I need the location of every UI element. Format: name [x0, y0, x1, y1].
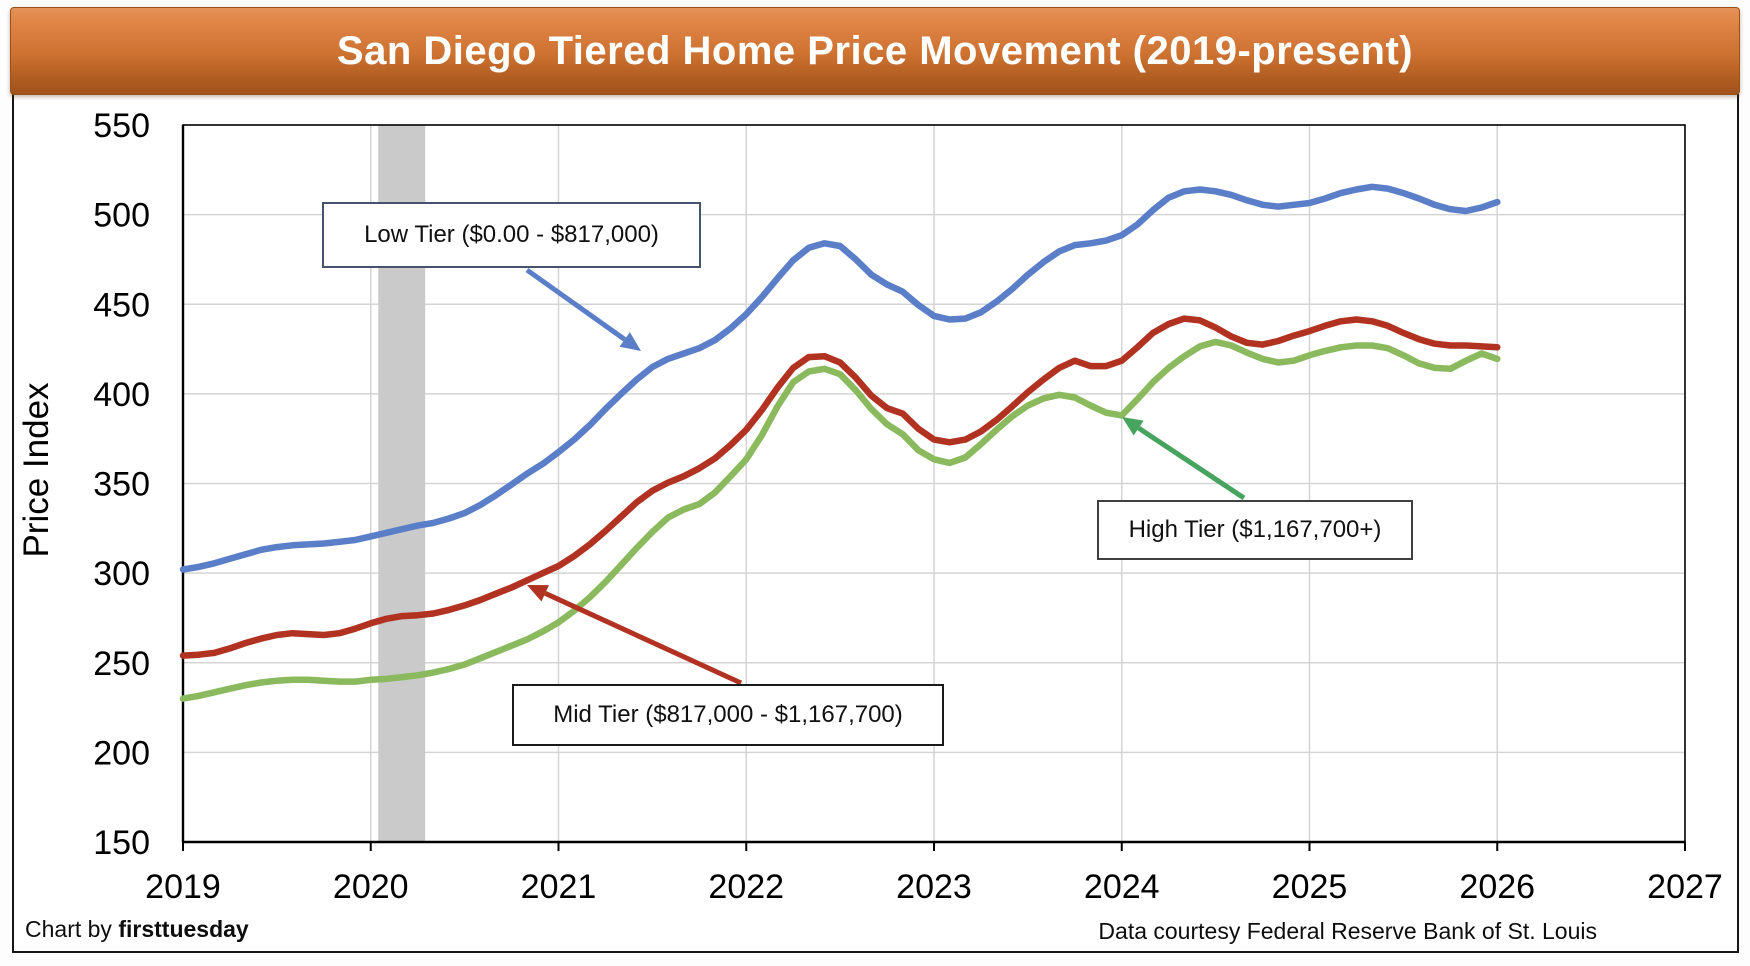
y-tick-label-400: 400 [93, 376, 150, 414]
y-tick-label-450: 450 [93, 286, 150, 324]
series-line-mid-tier [179, 315, 1501, 659]
annotation-arrow-high-tier [1137, 425, 1246, 501]
callout-mid-tier-label: Mid Tier ($817,000 - $1,167,700) [553, 701, 903, 728]
annotation-arrowhead-mid-tier [527, 585, 549, 602]
y-tick-label-150: 150 [93, 824, 150, 862]
title-banner: San Diego Tiered Home Price Movement (20… [10, 7, 1740, 95]
x-tick-label-2021: 2021 [521, 868, 597, 906]
callout-low-tier: Low Tier ($0.00 - $817,000) [322, 202, 701, 268]
annotation-arrow-mid-tier [544, 591, 743, 686]
callout-high-tier: High Tier ($1,167,700+) [1097, 500, 1413, 560]
y-tick-label-550: 550 [93, 107, 150, 145]
footer-credit-brand: firsttuesday [118, 916, 249, 942]
x-tick-label-2026: 2026 [1459, 868, 1535, 906]
annotation-arrowhead-high-tier [1122, 417, 1144, 436]
footer-credit-prefix: Chart by [25, 916, 119, 942]
x-tick-label-2019: 2019 [145, 868, 221, 906]
chart-title: San Diego Tiered Home Price Movement (20… [336, 28, 1414, 73]
y-tick-label-300: 300 [93, 555, 150, 593]
annotation-arrow-low-tier [525, 267, 627, 342]
callout-mid-tier: Mid Tier ($817,000 - $1,167,700) [512, 684, 944, 746]
x-tick-label-2020: 2020 [333, 868, 409, 906]
y-axis-title: Price Index [17, 382, 56, 558]
x-tick-label-2027: 2027 [1647, 868, 1723, 906]
y-tick-label-250: 250 [93, 645, 150, 683]
annotation-arrowhead-low-tier [619, 332, 641, 351]
series-line-high-tier [179, 338, 1501, 702]
footer-credit: Chart by firsttuesday [25, 916, 249, 943]
footer-data-source: Data courtesy Federal Reserve Bank of St… [1098, 918, 1597, 944]
y-tick-label-500: 500 [93, 197, 150, 235]
x-tick-label-2025: 2025 [1272, 868, 1348, 906]
x-tick-label-2022: 2022 [708, 868, 784, 906]
chart-body-frame [12, 90, 1739, 953]
callout-high-tier-label: High Tier ($1,167,700+) [1128, 516, 1382, 543]
y-tick-label-200: 200 [93, 734, 150, 772]
callout-low-tier-label: Low Tier ($0.00 - $817,000) [364, 221, 659, 248]
x-tick-label-2024: 2024 [1084, 868, 1160, 906]
series-line-low-tier [179, 183, 1501, 573]
x-tick-label-2023: 2023 [896, 868, 972, 906]
y-tick-label-350: 350 [93, 466, 150, 504]
